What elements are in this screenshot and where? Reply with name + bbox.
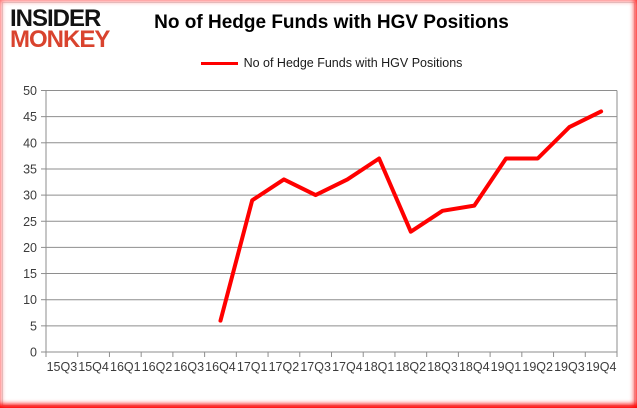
x-tick-label: 18Q3: [427, 360, 458, 374]
x-tick-label: 15Q3: [47, 360, 78, 374]
x-tick-label: 16Q3: [173, 360, 204, 374]
insider-monkey-logo: INSIDER MONKEY: [10, 5, 110, 53]
chart-title: No of Hedge Funds with HGV Positions: [154, 12, 509, 33]
x-tick-label: 17Q2: [269, 360, 300, 374]
data-line-hedge-funds: [218, 109, 604, 323]
y-tick-label: 0: [30, 346, 37, 360]
y-tick-label: 5: [30, 319, 37, 333]
y-tick-label: 35: [23, 162, 37, 176]
x-tick-label: 17Q1: [237, 360, 268, 374]
logo-line-insider: INSIDER: [10, 5, 101, 32]
x-tick-label: 18Q2: [396, 360, 427, 374]
x-tick-label: 17Q4: [332, 360, 363, 374]
legend-line-swatch: [200, 61, 238, 65]
chart-legend: No of Hedge Funds with HGV Positions: [46, 56, 617, 70]
y-tick-label: 15: [23, 267, 37, 281]
y-tick-label: 50: [23, 84, 37, 98]
x-tick-label: 19Q2: [522, 360, 553, 374]
y-tick-label: 20: [23, 241, 37, 255]
x-tick-label: 18Q4: [459, 360, 490, 374]
y-tick-label: 45: [23, 110, 37, 124]
y-tick-label: 30: [23, 189, 37, 203]
x-tick-label: 18Q1: [364, 360, 395, 374]
x-tick-label: 17Q3: [300, 360, 331, 374]
x-tick-label: 15Q4: [78, 360, 109, 374]
y-tick-label: 40: [23, 136, 37, 150]
x-tick-label: 16Q1: [110, 360, 141, 374]
x-tick-label: 19Q1: [491, 360, 522, 374]
y-tick-label: 25: [23, 215, 37, 229]
x-tick-label: 19Q4: [586, 360, 617, 374]
x-tick-label: 16Q4: [205, 360, 236, 374]
x-tick-label: 19Q3: [554, 360, 585, 374]
y-tick-label: 10: [23, 293, 37, 307]
legend-label: No of Hedge Funds with HGV Positions: [243, 56, 463, 70]
logo-line-monkey: MONKEY: [10, 25, 110, 53]
x-tick-label: 16Q2: [142, 360, 173, 374]
